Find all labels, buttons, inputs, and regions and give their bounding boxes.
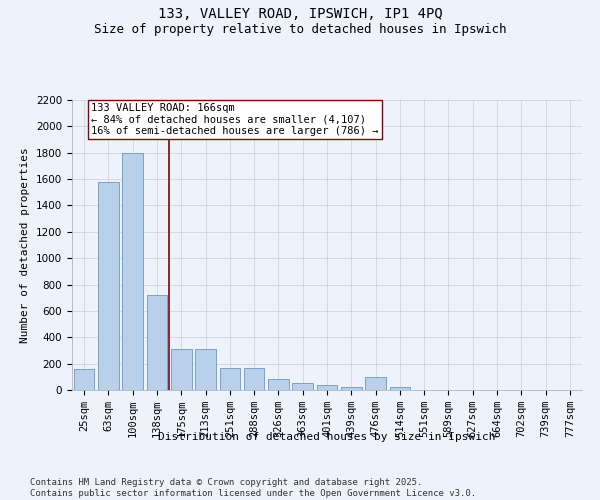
- Bar: [341, 388, 362, 390]
- Bar: [74, 369, 94, 390]
- Bar: [122, 152, 143, 390]
- Text: 133, VALLEY ROAD, IPSWICH, IP1 4PQ: 133, VALLEY ROAD, IPSWICH, IP1 4PQ: [158, 8, 442, 22]
- Y-axis label: Number of detached properties: Number of detached properties: [20, 147, 31, 343]
- Text: Distribution of detached houses by size in Ipswich: Distribution of detached houses by size …: [158, 432, 496, 442]
- Bar: [195, 349, 216, 390]
- Bar: [389, 388, 410, 390]
- Text: Size of property relative to detached houses in Ipswich: Size of property relative to detached ho…: [94, 22, 506, 36]
- Bar: [171, 349, 191, 390]
- Bar: [317, 386, 337, 390]
- Bar: [292, 383, 313, 390]
- Text: 133 VALLEY ROAD: 166sqm
← 84% of detached houses are smaller (4,107)
16% of semi: 133 VALLEY ROAD: 166sqm ← 84% of detache…: [91, 102, 379, 136]
- Bar: [98, 182, 119, 390]
- Bar: [365, 377, 386, 390]
- Bar: [268, 380, 289, 390]
- Bar: [220, 368, 240, 390]
- Bar: [244, 368, 265, 390]
- Bar: [146, 295, 167, 390]
- Text: Contains HM Land Registry data © Crown copyright and database right 2025.
Contai: Contains HM Land Registry data © Crown c…: [30, 478, 476, 498]
